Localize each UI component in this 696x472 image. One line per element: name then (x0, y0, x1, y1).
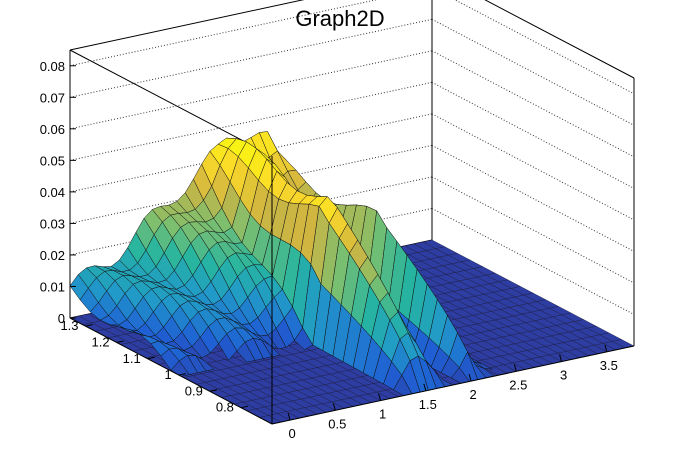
front-box-lines (69, 50, 635, 425)
x-tick-mark (332, 403, 336, 411)
y-tick-label: 1.1 (123, 351, 141, 366)
box-edge (271, 345, 635, 425)
x-tick-mark (423, 383, 427, 391)
z-gridlines (69, 0, 635, 315)
y-tick-mark (209, 389, 217, 392)
z-gridline (431, 50, 635, 158)
y-tick-label: 1 (165, 367, 172, 382)
z-tick-label: 0.07 (40, 90, 65, 105)
y-tick-mark (178, 373, 186, 376)
box-edge (69, 0, 305, 51)
y-tick-mark (116, 340, 124, 343)
z-tick-label: 0.06 (40, 122, 65, 137)
y-tick-label: 0.9 (185, 383, 203, 398)
y-axis-ticks: 0.8 0.9 1 1.1 1.2 1.3 (60, 318, 249, 415)
z-tick-label: 0.08 (40, 59, 65, 74)
y-tick-mark (85, 324, 93, 327)
box-edge (484, 0, 635, 79)
z-tick-label: 0.03 (40, 216, 65, 231)
x-tick-label: 2 (469, 387, 476, 402)
x-tick-mark (287, 412, 291, 421)
z-gridline (431, 176, 635, 284)
surface-cell (236, 341, 256, 363)
z-gridline (431, 81, 635, 189)
chart-title: Graph2D (295, 6, 384, 31)
x-tick-label: 0.5 (328, 416, 346, 431)
y-tick-label: 1.3 (60, 318, 78, 333)
z-tick-label: 0.04 (40, 185, 65, 200)
box-edge (69, 317, 273, 425)
z-gridline (431, 208, 635, 315)
x-tick-mark (559, 354, 563, 362)
z-tick-label: 0.05 (40, 153, 65, 168)
x-tick-mark (513, 364, 517, 372)
y-tick-mark (147, 356, 155, 360)
x-tick-mark (378, 393, 382, 401)
z-tick-label: 0 (58, 311, 65, 326)
x-tick-label: 1 (379, 407, 386, 422)
x-tick-label: 0 (288, 426, 295, 441)
surface-mesh (69, 131, 495, 396)
z-gridline (69, 50, 433, 130)
y-tick-label: 0.8 (216, 400, 234, 415)
z-gridline (454, 0, 635, 95)
z-gridline (431, 18, 635, 126)
z-axis-ticks: 0 0.01 0.02 0.03 0.04 0.05 0.06 0.07 0.08 (40, 59, 76, 326)
x-tick-label: 2.5 (509, 377, 527, 392)
y-tick-mark (240, 405, 249, 409)
x-tick-label: 3 (560, 368, 567, 383)
z-tick-label: 0.02 (40, 248, 65, 263)
x-tick-mark (604, 344, 608, 352)
floor-cell (422, 239, 446, 249)
z-gridline (431, 113, 635, 221)
z-gridline (69, 18, 433, 98)
x-tick-label: 3.5 (600, 358, 618, 373)
z-gridline (431, 144, 635, 252)
surface-cell (294, 327, 314, 351)
x-axis-ticks: 0 0.5 1 1.5 2 2.5 3 3.5 (287, 344, 618, 441)
z-tick-label: 0.01 (40, 279, 65, 294)
x-tick-mark (468, 373, 472, 382)
surface-cell (218, 333, 238, 361)
y-tick-label: 1.2 (92, 334, 110, 349)
x-tick-label: 1.5 (419, 397, 437, 412)
box-edge (69, 49, 273, 157)
